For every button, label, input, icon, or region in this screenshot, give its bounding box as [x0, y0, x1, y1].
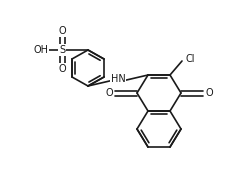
Text: O: O — [58, 26, 66, 36]
Text: HN: HN — [111, 74, 125, 84]
Text: O: O — [205, 88, 213, 98]
Text: O: O — [58, 64, 66, 74]
Text: O: O — [105, 88, 113, 98]
Text: OH: OH — [33, 45, 49, 55]
Text: Cl: Cl — [185, 54, 195, 64]
Text: S: S — [59, 45, 65, 55]
